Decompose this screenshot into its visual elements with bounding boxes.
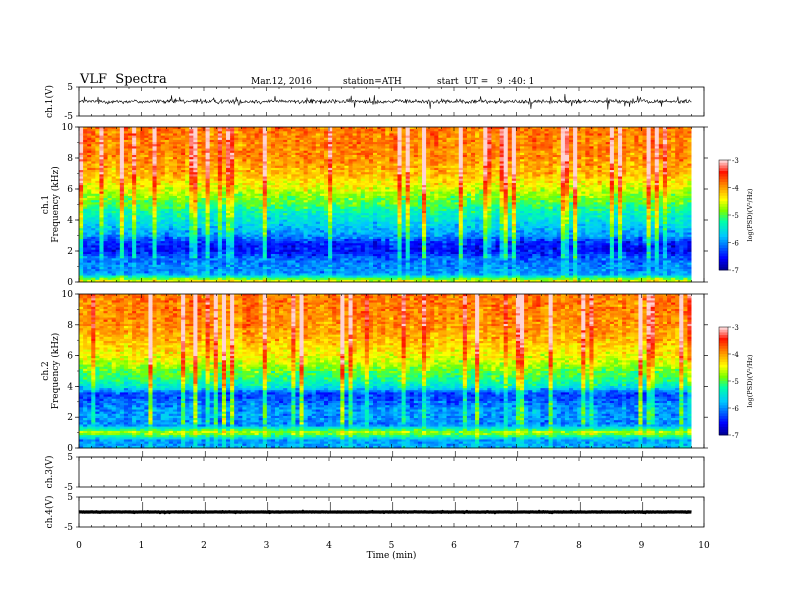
- ytick-label: 6: [67, 185, 73, 195]
- ch3-waveform-frame: [79, 457, 704, 487]
- ytick-label: 10: [62, 123, 74, 133]
- ch1-spectrogram-panel: 0 2 4 6 8 10 ch.1Frequency (kHz) -3 -4 -5 -6 -7 log(…: [41, 123, 754, 288]
- ytick-label: 0: [67, 278, 73, 288]
- xtick-label: 8: [576, 541, 582, 551]
- ytick-label: 8: [67, 154, 73, 164]
- ch1-waveform-trace: [79, 94, 692, 109]
- x-axis-label: Time (min): [367, 550, 417, 561]
- colorbar-tick-label: -6: [732, 405, 739, 413]
- ch2-spectrogram-ylabel: ch.2Frequency (kHz): [41, 333, 61, 410]
- colorbar-tick-label: -6: [732, 240, 739, 248]
- colorbar-label: log(PSD)(V²/Hz): [746, 354, 754, 407]
- colorbar-tick-label: -3: [732, 324, 739, 332]
- ytick-label: 8: [67, 321, 73, 331]
- ch4-waveform-trace: [79, 511, 692, 512]
- ytick-label: 4: [67, 216, 73, 226]
- ch1-spectrogram-ylabel: ch.1Frequency (kHz): [41, 166, 61, 243]
- colorbar-tick-label: -7: [732, 432, 739, 440]
- xtick-label: 0: [76, 541, 82, 551]
- colorbar-label: log(PSD)(V²/Hz): [746, 188, 754, 241]
- xtick-label: 9: [639, 541, 645, 551]
- ch4-waveform-ylabel: ch.4(V): [44, 496, 55, 529]
- ytick-label: 4: [67, 382, 73, 392]
- ch1-spectrogram-colorbar: -3 -4 -5 -6 -7 log(PSD)(V²/Hz): [719, 157, 754, 275]
- ytick-label: -5: [64, 523, 73, 533]
- ytick-label: 2: [67, 413, 73, 423]
- ch3-waveform-ylabel: ch.3(V): [44, 456, 55, 489]
- x-axis: 0 1 2 3 4 5 6 7 8 9 10 Time (min): [76, 541, 710, 561]
- ytick-label: 10: [62, 290, 74, 300]
- xtick-label: 2: [201, 541, 207, 551]
- colorbar-tick-label: -4: [732, 185, 739, 193]
- ytick-label: -5: [64, 112, 73, 122]
- xtick-label: 3: [264, 541, 270, 551]
- xtick-label: 6: [451, 541, 457, 551]
- ch1-spectrogram-image: [79, 127, 692, 282]
- ch2-spectrogram-image: [79, 294, 692, 448]
- ytick-label: 5: [67, 453, 73, 463]
- xtick-label: 7: [514, 541, 520, 551]
- xtick-label: 5: [389, 541, 395, 551]
- ch1-waveform-ylabel: ch.1(V): [44, 85, 55, 118]
- ytick-label: 6: [67, 352, 73, 362]
- ytick-label: 2: [67, 247, 73, 257]
- ytick-label: 5: [67, 493, 73, 503]
- xtick-label: 1: [139, 541, 145, 551]
- colorbar-tick-label: -4: [732, 351, 739, 359]
- colorbar-tick-label: -7: [732, 267, 739, 275]
- ytick-label: -5: [64, 483, 73, 493]
- colorbar-tick-label: -5: [732, 212, 739, 220]
- colorbar-tick-label: -3: [732, 157, 739, 165]
- ch2-spectrogram-colorbar: -3 -4 -5 -6 -7 log(PSD)(V²/Hz): [719, 324, 754, 440]
- colorbar-tick-label: -5: [732, 378, 739, 386]
- ytick-label: 5: [67, 83, 73, 93]
- xtick-label: 4: [326, 541, 332, 551]
- xtick-label: 10: [698, 541, 710, 551]
